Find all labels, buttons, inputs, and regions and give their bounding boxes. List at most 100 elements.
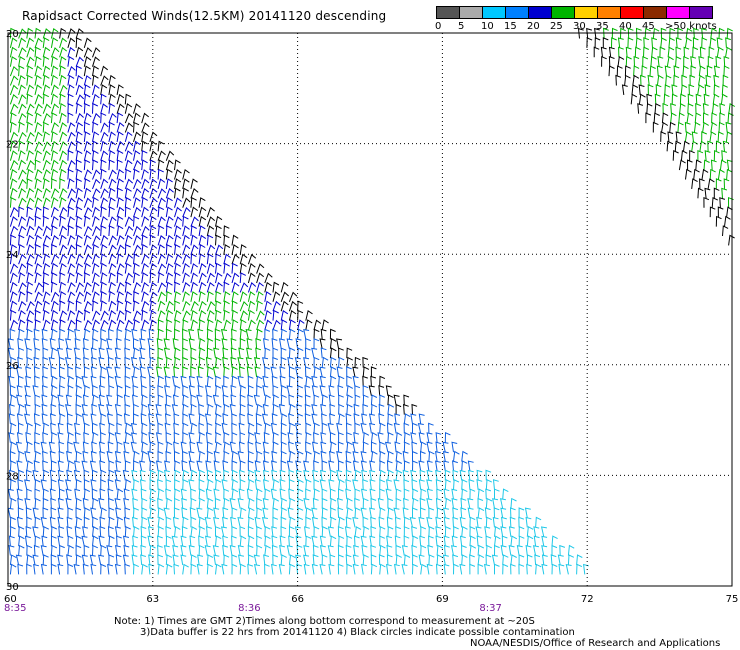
wind-barb bbox=[702, 103, 709, 114]
wind-barb bbox=[262, 441, 269, 453]
wind-barb bbox=[124, 253, 134, 265]
wind-barb bbox=[692, 37, 699, 48]
wind-barb bbox=[26, 93, 33, 105]
wind-barb bbox=[297, 309, 304, 321]
wind-barb bbox=[197, 385, 204, 396]
wind-barb bbox=[40, 516, 47, 528]
wind-barb bbox=[107, 479, 114, 490]
wind-barb bbox=[689, 149, 695, 161]
wind-barb bbox=[59, 197, 67, 208]
wind-barb bbox=[239, 385, 247, 396]
wind-barb bbox=[420, 488, 427, 500]
wind-barb bbox=[174, 262, 181, 274]
wind-barb bbox=[42, 37, 50, 48]
wind-barb bbox=[417, 422, 424, 434]
wind-barb bbox=[239, 460, 246, 472]
wind-barb bbox=[9, 403, 15, 415]
wind-barb bbox=[9, 554, 17, 566]
wind-barb bbox=[296, 544, 303, 556]
wind-barb bbox=[157, 328, 164, 340]
wind-barb bbox=[345, 460, 352, 472]
wind-barb bbox=[630, 93, 638, 105]
wind-barb bbox=[701, 131, 707, 142]
wind-barb bbox=[107, 563, 114, 575]
wind-barb bbox=[180, 488, 187, 500]
wind-barb bbox=[116, 291, 124, 302]
wind-barb bbox=[67, 375, 74, 387]
wind-barb bbox=[17, 479, 24, 490]
wind-barb bbox=[231, 309, 239, 321]
wind-barb bbox=[215, 234, 222, 246]
wind-barb bbox=[83, 56, 92, 67]
wind-barb bbox=[9, 244, 17, 255]
wind-barb bbox=[165, 253, 174, 265]
wind-barb bbox=[368, 385, 375, 396]
wind-barb bbox=[247, 441, 254, 453]
wind-barb bbox=[106, 394, 113, 406]
wind-barb bbox=[9, 150, 18, 161]
wind-barb bbox=[346, 563, 353, 575]
lat-tick-label: 22 bbox=[6, 140, 19, 151]
wind-barb bbox=[222, 544, 229, 556]
wind-barb bbox=[50, 291, 60, 302]
wind-barb bbox=[288, 319, 296, 331]
wind-barb bbox=[492, 498, 499, 509]
wind-barb bbox=[34, 479, 41, 490]
wind-barb bbox=[698, 65, 706, 77]
wind-barb bbox=[468, 479, 475, 490]
wind-barb bbox=[197, 366, 204, 378]
wind-barb bbox=[215, 215, 223, 227]
wind-barb bbox=[239, 272, 247, 284]
wind-barb bbox=[723, 178, 730, 189]
wind-barb bbox=[116, 93, 125, 105]
wind-barb bbox=[67, 385, 74, 396]
wind-barb bbox=[83, 47, 93, 58]
wind-barb bbox=[172, 545, 179, 556]
wind-barb bbox=[99, 385, 105, 396]
wind-barb bbox=[369, 488, 376, 500]
wind-barb bbox=[467, 507, 474, 519]
wind-barb bbox=[436, 544, 444, 556]
wind-barb bbox=[42, 526, 50, 537]
wind-barb bbox=[124, 385, 131, 396]
wind-barb bbox=[206, 394, 213, 406]
wind-barb bbox=[26, 216, 34, 227]
wind-barb bbox=[428, 554, 435, 566]
wind-barb bbox=[197, 328, 204, 340]
wind-barb bbox=[418, 554, 425, 566]
wind-barb bbox=[708, 46, 715, 58]
wind-barb bbox=[124, 196, 132, 208]
wind-barb bbox=[294, 441, 301, 453]
wind-barb bbox=[9, 206, 19, 218]
wind-barb bbox=[42, 422, 50, 434]
wind-barb bbox=[82, 563, 89, 575]
wind-barb bbox=[206, 244, 216, 255]
lat-tick-label: 24 bbox=[6, 250, 19, 261]
wind-barb bbox=[353, 432, 360, 443]
wind-barb bbox=[9, 328, 16, 340]
wind-barb bbox=[180, 535, 187, 547]
wind-barb bbox=[190, 347, 197, 359]
wind-barb bbox=[469, 554, 475, 566]
wind-barb bbox=[124, 93, 132, 105]
wind-barb bbox=[9, 563, 17, 575]
wind-barb bbox=[33, 356, 40, 368]
wind-barb bbox=[157, 507, 164, 519]
wind-barb bbox=[247, 272, 256, 284]
wind-barb bbox=[451, 441, 458, 453]
wind-barb bbox=[50, 272, 58, 284]
wind-barb bbox=[345, 516, 352, 528]
wind-barb bbox=[83, 169, 92, 180]
wind-barb bbox=[83, 121, 90, 133]
wind-barb bbox=[238, 441, 245, 453]
wind-barb bbox=[264, 535, 271, 547]
wind-barb bbox=[58, 403, 65, 415]
wind-barb bbox=[92, 300, 99, 312]
wind-barb bbox=[33, 544, 40, 556]
wind-barb bbox=[476, 469, 483, 481]
wind-barb bbox=[149, 178, 158, 190]
wind-barb bbox=[174, 356, 181, 368]
wind-barb bbox=[336, 366, 343, 378]
wind-barb bbox=[395, 497, 402, 509]
wind-barb bbox=[114, 404, 121, 415]
